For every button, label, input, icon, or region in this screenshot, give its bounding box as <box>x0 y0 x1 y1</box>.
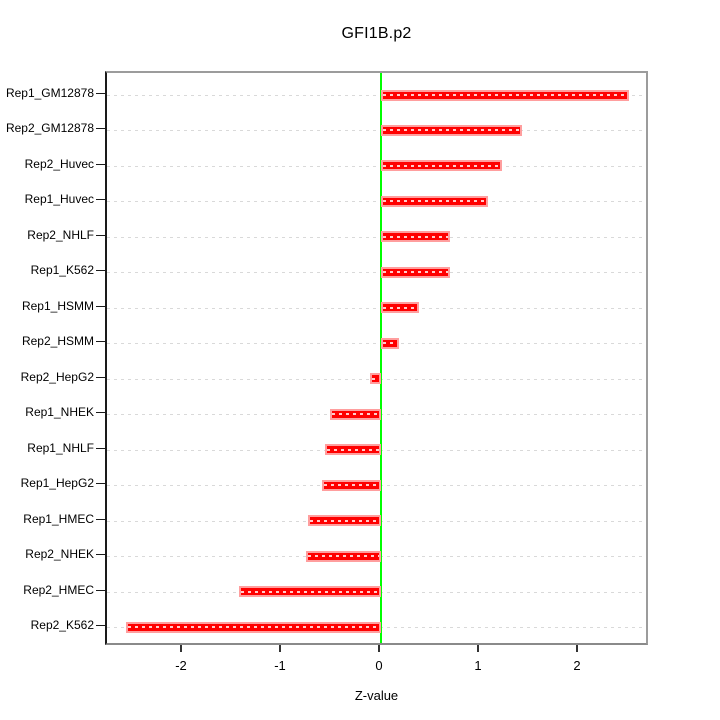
bar-dash-pattern <box>372 377 379 380</box>
y-tick <box>96 625 105 627</box>
gridline <box>107 307 646 309</box>
y-tick <box>96 376 105 378</box>
y-axis-label: Rep2_Huvec <box>24 156 94 171</box>
x-tick <box>477 645 479 652</box>
bar <box>381 337 399 349</box>
bar <box>239 586 381 598</box>
bar <box>329 408 381 420</box>
x-tick <box>279 645 281 652</box>
y-tick <box>96 447 105 449</box>
y-axis-label: Rep1_NHLF <box>27 440 94 455</box>
y-axis-label: Rep1_K562 <box>30 263 94 278</box>
bar-dash-pattern <box>309 519 379 522</box>
bar <box>381 160 502 172</box>
y-axis-label: Rep2_NHLF <box>27 227 94 242</box>
bar-dash-pattern <box>383 164 500 167</box>
bar-dash-pattern <box>323 484 379 487</box>
bar <box>381 195 488 207</box>
bar-dash-pattern <box>326 448 379 451</box>
bar-dash-pattern <box>127 626 379 629</box>
y-axis-label: Rep2_HSMM <box>21 334 94 349</box>
y-tick <box>96 270 105 272</box>
bar <box>125 621 381 633</box>
y-axis-label: Rep2_K562 <box>30 618 94 633</box>
gridline <box>107 272 646 274</box>
bar-dash-pattern <box>383 342 397 345</box>
bar-dash-pattern <box>383 129 520 132</box>
y-tick <box>96 518 105 520</box>
x-tick <box>576 645 578 652</box>
y-axis-label: Rep1_NHEK <box>25 405 94 420</box>
y-tick <box>96 305 105 307</box>
gridline <box>107 165 646 167</box>
x-tick <box>378 645 380 652</box>
chart-title: GFI1B.p2 <box>341 25 412 42</box>
zero-line <box>380 73 382 643</box>
y-tick <box>96 93 105 94</box>
y-tick <box>96 199 105 201</box>
y-axis-label: Rep2_GM12878 <box>5 121 94 136</box>
y-axis-label: Rep2_HepG2 <box>20 369 94 384</box>
y-tick <box>96 163 105 165</box>
x-tick-label: 2 <box>573 658 581 673</box>
bar <box>321 479 381 491</box>
plot-area <box>105 71 648 645</box>
bar <box>381 302 419 314</box>
bar <box>307 515 381 527</box>
y-tick <box>96 234 105 236</box>
bar-dash-pattern <box>241 590 379 593</box>
bar <box>381 89 630 101</box>
y-axis-label: Rep1_Huvec <box>24 192 94 207</box>
y-tick <box>96 589 105 591</box>
bar-dash-pattern <box>383 306 417 309</box>
bar <box>324 444 381 456</box>
y-axis-label: Rep1_HMEC <box>23 511 94 526</box>
bar-dash-pattern <box>383 235 449 238</box>
gridline <box>107 201 646 203</box>
y-axis-label: Rep1_HSMM <box>21 298 94 313</box>
x-axis-label: Z-value <box>354 688 399 703</box>
y-tick <box>96 341 105 343</box>
bar <box>381 124 522 136</box>
bar-dash-pattern <box>383 200 486 203</box>
bar-dash-pattern <box>307 555 379 558</box>
y-tick <box>96 483 105 485</box>
bar-dash-pattern <box>383 94 628 96</box>
x-tick-label: 1 <box>474 658 482 673</box>
gridline <box>107 95 646 96</box>
bar-dash-pattern <box>331 413 379 416</box>
y-axis-label: Rep1_HepG2 <box>20 476 94 491</box>
y-axis-label: Rep2_HMEC <box>23 582 94 597</box>
x-tick <box>180 645 182 652</box>
y-tick <box>96 554 105 556</box>
gridline <box>107 236 646 238</box>
gridline <box>107 343 646 345</box>
bar <box>381 231 451 243</box>
y-tick <box>96 412 105 414</box>
bar <box>305 550 381 562</box>
x-tick-label: 0 <box>375 658 383 673</box>
y-tick <box>96 128 105 130</box>
x-tick-label: -2 <box>175 658 187 673</box>
gridline <box>107 130 646 132</box>
bar <box>370 373 381 385</box>
y-axis-label: Rep1_GM12878 <box>5 86 94 100</box>
x-tick-label: -1 <box>274 658 286 673</box>
bar <box>381 266 451 278</box>
bar-dash-pattern <box>383 271 449 274</box>
y-axis-label: Rep2_NHEK <box>25 547 94 562</box>
